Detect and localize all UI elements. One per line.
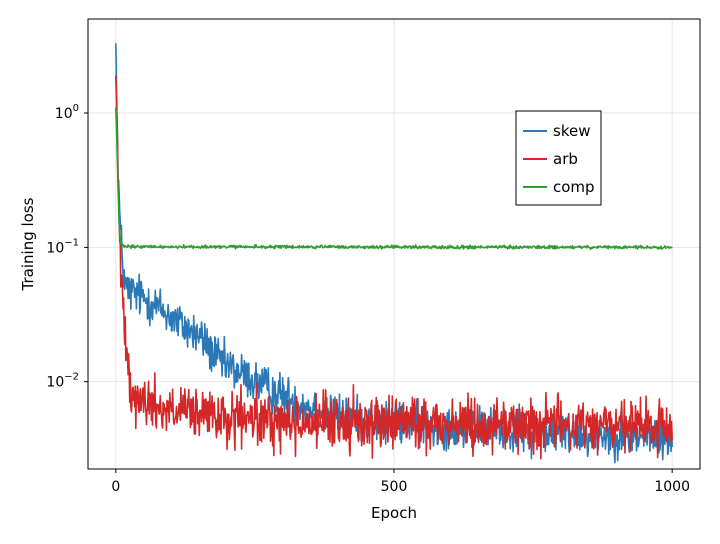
series-line-comp [115, 107, 673, 250]
x-tick-label: 1000 [654, 479, 690, 495]
series-lines [115, 43, 673, 464]
y-tick-label: 10−2 [46, 372, 79, 391]
series-line-arb [115, 75, 673, 460]
legend-label-arb: arb [553, 150, 578, 168]
x-tick-label: 0 [111, 479, 120, 495]
legend: skew arb comp [515, 110, 602, 206]
legend-label-skew: skew [553, 122, 590, 140]
series-line-skew [115, 43, 673, 464]
y-tick-label: 10−1 [46, 237, 79, 256]
y-tick-label: 100 [55, 103, 79, 122]
grid [88, 19, 700, 469]
x-axis-title: Epoch [371, 504, 417, 522]
legend-label-comp: comp [553, 178, 595, 196]
y-axis-title: Training loss [19, 197, 37, 291]
axis-ticks: 0 500 1000 10−2 10−1 100 [46, 103, 690, 495]
x-tick-label: 500 [381, 479, 408, 495]
